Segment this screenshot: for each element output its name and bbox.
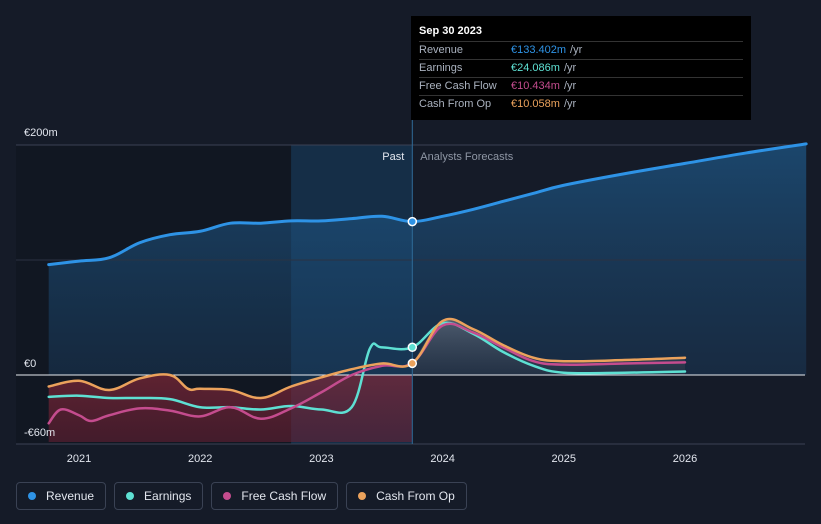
tooltip-date: Sep 30 2023 bbox=[419, 25, 482, 37]
earnings-line bbox=[47, 321, 687, 415]
marker-revenue bbox=[407, 216, 418, 227]
series-lines bbox=[47, 142, 808, 425]
tooltip-value: €10.434m bbox=[511, 80, 560, 92]
tooltip-label: Cash From Op bbox=[419, 98, 492, 110]
tooltip-row-free-cash-flow: Free Cash Flow €10.434m /yr bbox=[419, 77, 743, 95]
hover-markers bbox=[407, 216, 418, 369]
legend-item-earnings[interactable]: Earnings bbox=[114, 482, 204, 510]
y-tick-label: €0 bbox=[24, 358, 36, 370]
legend-dot-icon bbox=[358, 492, 367, 500]
forecast-label: Analysts Forecasts bbox=[420, 151, 513, 163]
tooltip-label: Free Cash Flow bbox=[419, 80, 497, 92]
tooltip-unit: /yr bbox=[563, 80, 577, 92]
tooltip-unit: /yr bbox=[563, 62, 577, 74]
past-label: Past bbox=[382, 151, 404, 163]
revenue-line bbox=[47, 142, 808, 267]
tooltip-unit: /yr bbox=[570, 44, 583, 56]
x-tick-label: 2026 bbox=[673, 453, 697, 465]
cash-from-op-line bbox=[47, 317, 687, 400]
revenue-area bbox=[48, 143, 807, 375]
legend-dot-icon bbox=[28, 492, 36, 500]
tooltip-label: Revenue bbox=[419, 44, 464, 56]
tooltip-label: Earnings bbox=[419, 62, 463, 74]
tooltip-value: €10.058m bbox=[511, 98, 560, 110]
legend-label: Free Cash Flow bbox=[241, 489, 327, 503]
axis-labels: 2021 2022 2023 2024 2025 2026 €200m €0 -€60m Past… bbox=[24, 127, 697, 465]
tooltip-value: €24.086m bbox=[511, 62, 560, 74]
legend-item-cash-from-op[interactable]: Cash From Op bbox=[346, 482, 467, 510]
free-cash-flow-line bbox=[47, 322, 687, 425]
y-tick-label: -€60m bbox=[24, 427, 55, 439]
tooltip-row-cash-from-op: Cash From Op €10.058m /yr bbox=[419, 95, 743, 113]
tooltip-value: €133.402m bbox=[511, 44, 567, 56]
legend-item-revenue[interactable]: Revenue bbox=[16, 482, 107, 510]
legend-dot-icon bbox=[126, 492, 135, 500]
x-tick-label: 2021 bbox=[67, 453, 91, 465]
tooltip-row-earnings: Earnings €24.086m /yr bbox=[419, 59, 743, 77]
tooltip-unit: /yr bbox=[563, 98, 577, 110]
tooltip-row-revenue: Revenue €133.402m /yr bbox=[419, 41, 743, 59]
legend-dot-icon bbox=[223, 492, 232, 500]
marker-cash-from-op bbox=[407, 358, 418, 369]
x-tick-label: 2022 bbox=[188, 453, 212, 465]
y-tick-label: €200m bbox=[24, 127, 58, 139]
legend-label: Revenue bbox=[46, 489, 95, 503]
x-tick-label: 2025 bbox=[552, 453, 576, 465]
tooltip: Sep 30 2023 Revenue €133.402m /yr Earnin… bbox=[411, 16, 751, 120]
x-tick-label: 2023 bbox=[309, 453, 333, 465]
x-tick-label: 2024 bbox=[430, 453, 454, 465]
grid-layer bbox=[16, 120, 805, 445]
legend: Revenue Earnings Free Cash Flow Cash Fro… bbox=[16, 482, 467, 510]
marker-earnings bbox=[407, 342, 418, 353]
legend-label: Earnings bbox=[144, 489, 192, 503]
legend-item-free-cash-flow[interactable]: Free Cash Flow bbox=[211, 482, 339, 510]
legend-label: Cash From Op bbox=[376, 489, 455, 503]
